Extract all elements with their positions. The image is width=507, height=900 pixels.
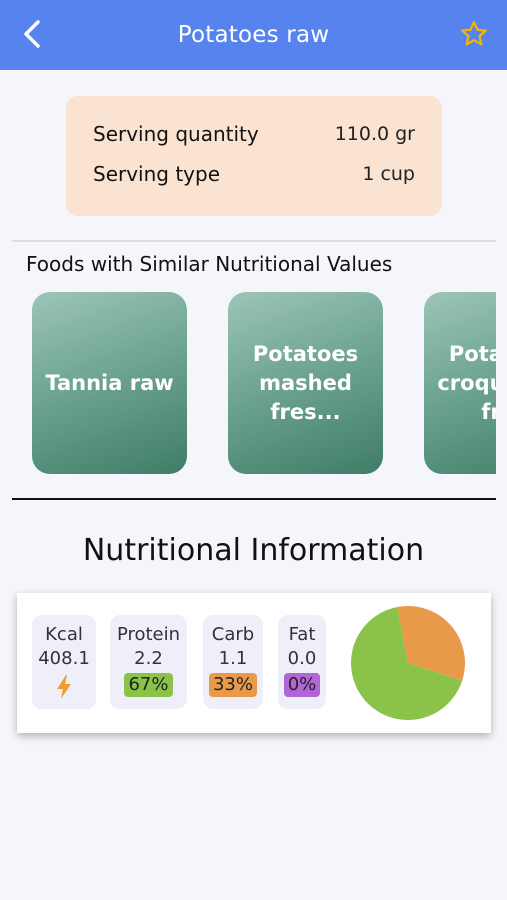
fat-percent-badge: 0% [283,673,321,697]
nutrition-card: Kcal 408.1 Protein 2.2 67% Carb 1.1 33% … [17,593,491,733]
star-outline-icon [461,21,487,46]
protein-box: Protein 2.2 67% [110,615,187,709]
back-button[interactable] [14,16,50,52]
similar-food-card[interactable]: Potatoes croquettes fr... [424,292,496,474]
serving-card: Serving quantity 110.0 gr Serving type 1… [66,96,442,216]
carb-label: Carb [211,624,255,645]
carb-box: Carb 1.1 33% [203,615,263,709]
kcal-label: Kcal [45,624,83,645]
protein-percent-badge: 67% [124,673,173,697]
protein-label: Protein [116,624,181,645]
kcal-value: 408.1 [38,648,90,669]
serving-quantity-value: 110.0 gr [334,123,415,145]
divider [12,498,496,500]
pie-slice-carb [397,606,465,681]
fat-value: 0.0 [287,648,317,669]
protein-value: 2.2 [134,648,163,669]
favorite-button[interactable] [455,15,493,53]
similar-food-card[interactable]: Tannia raw [32,292,187,474]
serving-type-row: Serving type 1 cup [93,162,415,186]
fat-box: Fat 0.0 0% [278,615,326,709]
serving-quantity-row: Serving quantity 110.0 gr [93,122,415,146]
similar-food-card[interactable]: Potatoes mashed fres... [228,292,383,474]
similar-foods-heading: Foods with Similar Nutritional Values [26,252,393,276]
divider [12,240,496,242]
similar-food-name: Potatoes croquettes fr... [437,341,496,424]
lightning-icon [57,675,71,699]
macro-pie-chart [351,606,465,720]
app-bar: Potatoes raw [0,0,507,70]
pie-slice-protein [351,607,463,720]
serving-type-value: 1 cup [362,163,415,185]
carb-percent-badge: 33% [208,673,257,697]
fat-label: Fat [288,624,316,645]
carb-value: 1.1 [218,648,248,669]
chevron-left-icon [24,20,40,48]
serving-quantity-label: Serving quantity [93,122,259,146]
similar-foods-list[interactable]: Tannia raw Potatoes mashed fres... Potat… [32,292,496,476]
page-title: Potatoes raw [177,22,330,48]
similar-food-name: Potatoes mashed fres... [252,341,359,424]
kcal-box: Kcal 408.1 [32,615,96,709]
similar-food-name: Tannia raw [45,370,174,395]
serving-type-label: Serving type [93,162,221,186]
nutrition-heading: Nutritional Information [82,533,425,568]
